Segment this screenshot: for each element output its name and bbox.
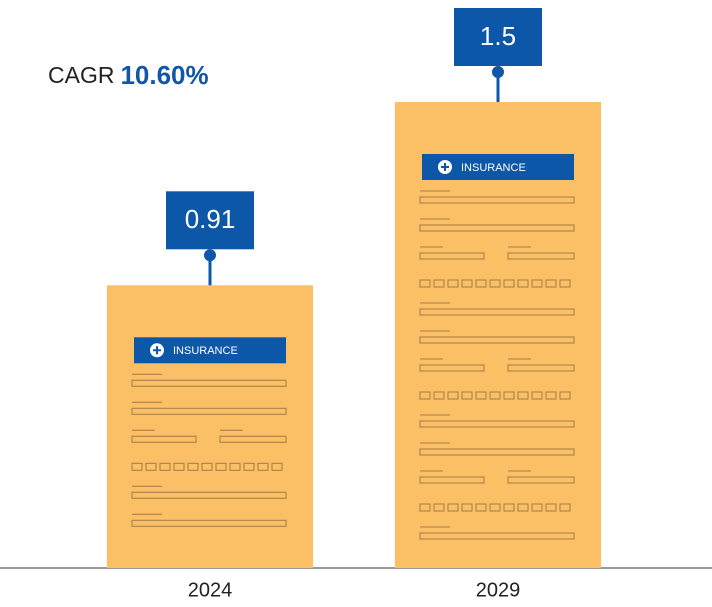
label-dot: [204, 249, 216, 262]
doc-box: [447, 279, 459, 288]
doc-header-text: INSURANCE: [461, 162, 526, 174]
doc-field: [507, 252, 575, 260]
doc-box: [517, 503, 529, 512]
doc-box: [475, 279, 487, 288]
doc-field: [131, 407, 287, 415]
cagr-annotation: CAGR 10.60%: [48, 60, 209, 90]
doc-header-text: INSURANCE: [173, 345, 238, 357]
doc-box: [461, 279, 473, 288]
doc-box: [419, 503, 431, 512]
doc-box: [461, 503, 473, 512]
doc-box: [447, 391, 459, 400]
doc-box: [271, 462, 283, 471]
value-label: 0.91: [185, 204, 236, 234]
doc-field: [419, 448, 575, 456]
doc-box: [419, 279, 431, 288]
doc-box: [229, 462, 241, 471]
doc-field: [419, 308, 575, 316]
doc-box: [187, 462, 199, 471]
doc-box: [559, 503, 571, 512]
doc-box: [201, 462, 213, 471]
doc-box: [503, 391, 515, 400]
doc-field: [419, 224, 575, 232]
doc-box: [243, 462, 255, 471]
value-label: 1.5: [480, 21, 516, 51]
doc-box: [475, 391, 487, 400]
doc-field: [131, 379, 287, 387]
doc-box: [531, 503, 543, 512]
x-tick-label: 2024: [188, 579, 233, 601]
doc-field: [507, 364, 575, 372]
bar: [107, 285, 313, 568]
doc-field: [131, 491, 287, 499]
doc-box: [503, 279, 515, 288]
doc-box: [433, 391, 445, 400]
doc-field: [419, 252, 485, 260]
doc-field: [419, 336, 575, 344]
doc-box: [489, 391, 501, 400]
doc-box: [545, 391, 557, 400]
doc-icon-plus: [441, 163, 449, 171]
doc-box: [159, 462, 171, 471]
doc-field: [419, 532, 575, 540]
doc-box: [489, 279, 501, 288]
doc-box: [173, 462, 185, 471]
doc-box: [145, 462, 157, 471]
doc-box: [461, 391, 473, 400]
doc-box: [545, 503, 557, 512]
doc-box: [447, 503, 459, 512]
doc-box: [559, 391, 571, 400]
doc-box: [257, 462, 269, 471]
doc-box: [131, 462, 143, 471]
doc-box: [475, 503, 487, 512]
label-dot: [492, 66, 504, 78]
doc-box: [215, 462, 227, 471]
doc-box: [531, 279, 543, 288]
value-label-box: [166, 191, 254, 250]
doc-box: [489, 503, 501, 512]
doc-icon-plus: [153, 346, 161, 355]
cagr-value: 10.60%: [120, 60, 208, 90]
doc-field: [131, 435, 197, 443]
doc-box: [433, 279, 445, 288]
doc-box: [559, 279, 571, 288]
cagr-label: CAGR: [48, 62, 114, 88]
doc-box: [517, 391, 529, 400]
doc-field: [419, 196, 575, 204]
doc-box: [419, 391, 431, 400]
doc-field: [419, 364, 485, 372]
doc-field: [131, 519, 287, 527]
doc-field: [419, 476, 485, 484]
value-label-box: [454, 8, 542, 66]
doc-box: [531, 391, 543, 400]
doc-field: [219, 435, 287, 443]
doc-field: [419, 420, 575, 428]
doc-box: [517, 279, 529, 288]
doc-box: [503, 503, 515, 512]
doc-field: [507, 476, 575, 484]
x-tick-label: 2029: [476, 579, 521, 601]
doc-box: [545, 279, 557, 288]
doc-box: [433, 503, 445, 512]
